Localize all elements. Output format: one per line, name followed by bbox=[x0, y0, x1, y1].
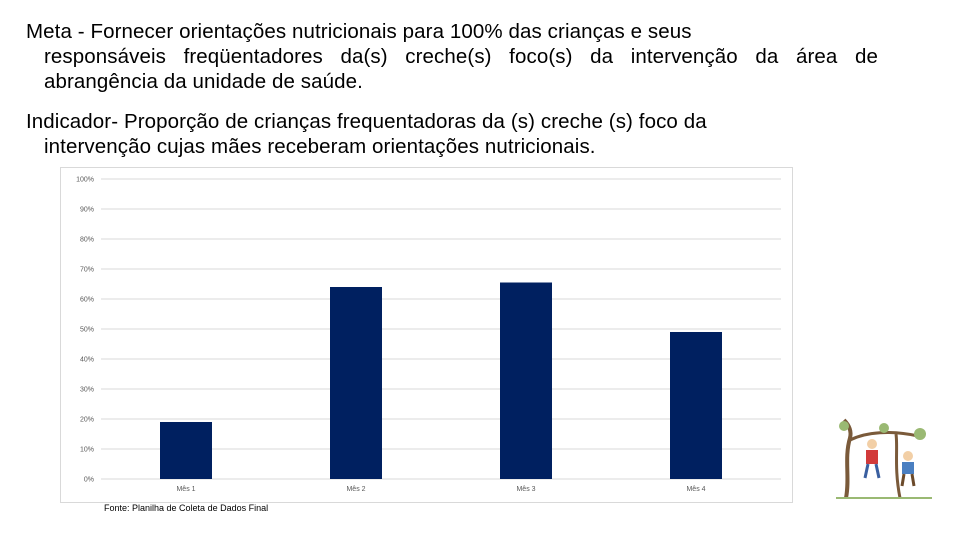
y-tick-label: 20% bbox=[80, 417, 94, 424]
y-tick-label: 10% bbox=[80, 447, 94, 454]
y-tick-label: 0% bbox=[84, 477, 94, 484]
indicator-text-rest: intervenção cujas mães receberam orienta… bbox=[44, 135, 596, 158]
bar-chart: 0% 10% 20% 30% 40% 50% 60% 70% 80% 90% 100% Mês 1 Mê… bbox=[60, 167, 793, 503]
x-tick-label: Mês 1 bbox=[176, 486, 195, 493]
goal-text-line1: Meta - Fornecer orientações nutricionais… bbox=[26, 20, 692, 43]
source-caption: Fonte: Planilha de Coleta de Dados Final bbox=[104, 503, 269, 513]
y-tick-label: 50% bbox=[80, 327, 94, 334]
y-tick-label: 40% bbox=[80, 357, 94, 364]
x-tick-label: Mês 2 bbox=[346, 486, 365, 493]
children-playing-on-tree-icon bbox=[836, 418, 932, 499]
bar-chart-svg: 0% 10% 20% 30% 40% 50% 60% 70% 80% 90% 100% Mês 1 Mê… bbox=[76, 177, 781, 493]
y-tick-label: 90% bbox=[80, 207, 94, 214]
y-tick-label: 30% bbox=[80, 387, 94, 394]
x-tick-label: Mês 4 bbox=[686, 486, 705, 493]
x-tick-label: Mês 3 bbox=[516, 486, 535, 493]
bar bbox=[670, 332, 722, 479]
bar bbox=[330, 287, 382, 479]
y-tick-label: 60% bbox=[80, 297, 94, 304]
indicator-text: Indicador- Proporção de crianças frequen… bbox=[26, 109, 878, 159]
bar bbox=[160, 422, 212, 479]
goal-text-rest: responsáveis freqüentadores da(s) creche… bbox=[44, 45, 878, 93]
y-tick-label: 100% bbox=[76, 177, 94, 184]
y-tick-label: 70% bbox=[80, 267, 94, 274]
y-tick-label: 80% bbox=[80, 237, 94, 244]
indicator-text-line1: Indicador- Proporção de crianças frequen… bbox=[26, 110, 707, 133]
goal-text: Meta - Fornecer orientações nutricionais… bbox=[26, 19, 878, 94]
bar bbox=[500, 282, 552, 479]
